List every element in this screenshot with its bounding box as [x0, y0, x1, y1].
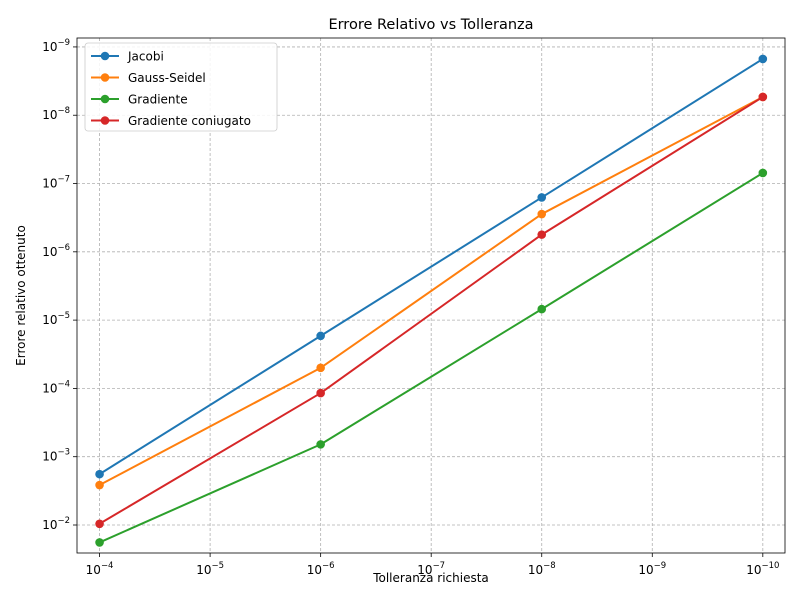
data-point-gradiente-coniugato — [316, 388, 325, 398]
data-point-jacobi — [758, 54, 768, 64]
series-line-gradiente-coniugato — [99, 96, 764, 525]
data-point-gradiente — [95, 538, 104, 547]
y-axis: 10−2 10−3 10−4 10−5 10−6 10−7 10−8 10−9 — [42, 38, 77, 532]
y-tick-label: 10−9 — [42, 38, 70, 54]
series-layer — [95, 54, 768, 547]
y-tick-label: 10−3 — [42, 448, 70, 464]
data-point-gradiente-coniugato — [95, 519, 104, 529]
y-tick-label: 10−8 — [42, 106, 70, 122]
legend-marker-gauss-seidel — [100, 73, 110, 82]
x-tick-label: 10−9 — [638, 561, 666, 577]
data-point-gauss-seidel — [316, 363, 325, 373]
data-point-jacobi — [95, 469, 104, 479]
y-tick-label: 10−5 — [42, 311, 70, 327]
legend-label-jacobi: Jacobi — [127, 50, 164, 64]
legend-marker-gradiente-coniugato — [100, 116, 110, 125]
x-tick-label: 10−7 — [417, 561, 445, 577]
data-point-jacobi — [537, 193, 547, 202]
legend-label-gradiente-coniugato: Gradiente coniugato — [128, 114, 251, 128]
data-point-jacobi — [316, 331, 325, 341]
legend-marker-jacobi — [100, 51, 110, 61]
chart-title: Errore Relativo vs Tolleranza — [328, 17, 533, 33]
y-tick-label: 10−2 — [42, 516, 70, 532]
legend-label-gradiente: Gradiente — [128, 93, 188, 107]
x-axis: 10−4 10−5 10−6 10−7 10−8 10−9 10−10 — [86, 553, 779, 577]
data-point-gradiente — [537, 304, 547, 314]
y-tick-label: 10−7 — [42, 175, 70, 191]
x-tick-label: 10−5 — [196, 561, 224, 577]
series-line-gradiente — [99, 172, 764, 544]
x-axis-label: Tolleranza richiesta — [372, 571, 489, 585]
legend-marker-gradiente — [100, 94, 110, 104]
legend-box — [84, 42, 278, 132]
data-point-gauss-seidel — [95, 480, 104, 490]
series-line-gauss-seidel — [99, 96, 764, 486]
legend: Jacobi Gauss-Seidel Gradiente Gradiente con… — [84, 42, 278, 132]
y-tick-label: 10−6 — [42, 243, 70, 259]
legend-label-gauss-seidel: Gauss-Seidel — [128, 71, 206, 85]
x-tick-label: 10−4 — [86, 561, 114, 577]
data-point-gradiente-coniugato — [537, 230, 547, 239]
y-axis-label: Errore relativo ottenuto — [14, 225, 28, 366]
data-point-gradiente — [316, 440, 325, 449]
y-tick-label: 10−4 — [42, 379, 70, 395]
series-line-jacobi — [99, 58, 764, 475]
x-tick-label: 10−8 — [528, 561, 556, 577]
x-tick-label: 10−10 — [746, 561, 779, 577]
data-point-gradiente — [758, 168, 768, 178]
data-point-gauss-seidel — [537, 209, 547, 219]
data-point-gradiente-coniugato — [758, 92, 768, 102]
x-tick-label: 10−6 — [307, 561, 335, 577]
